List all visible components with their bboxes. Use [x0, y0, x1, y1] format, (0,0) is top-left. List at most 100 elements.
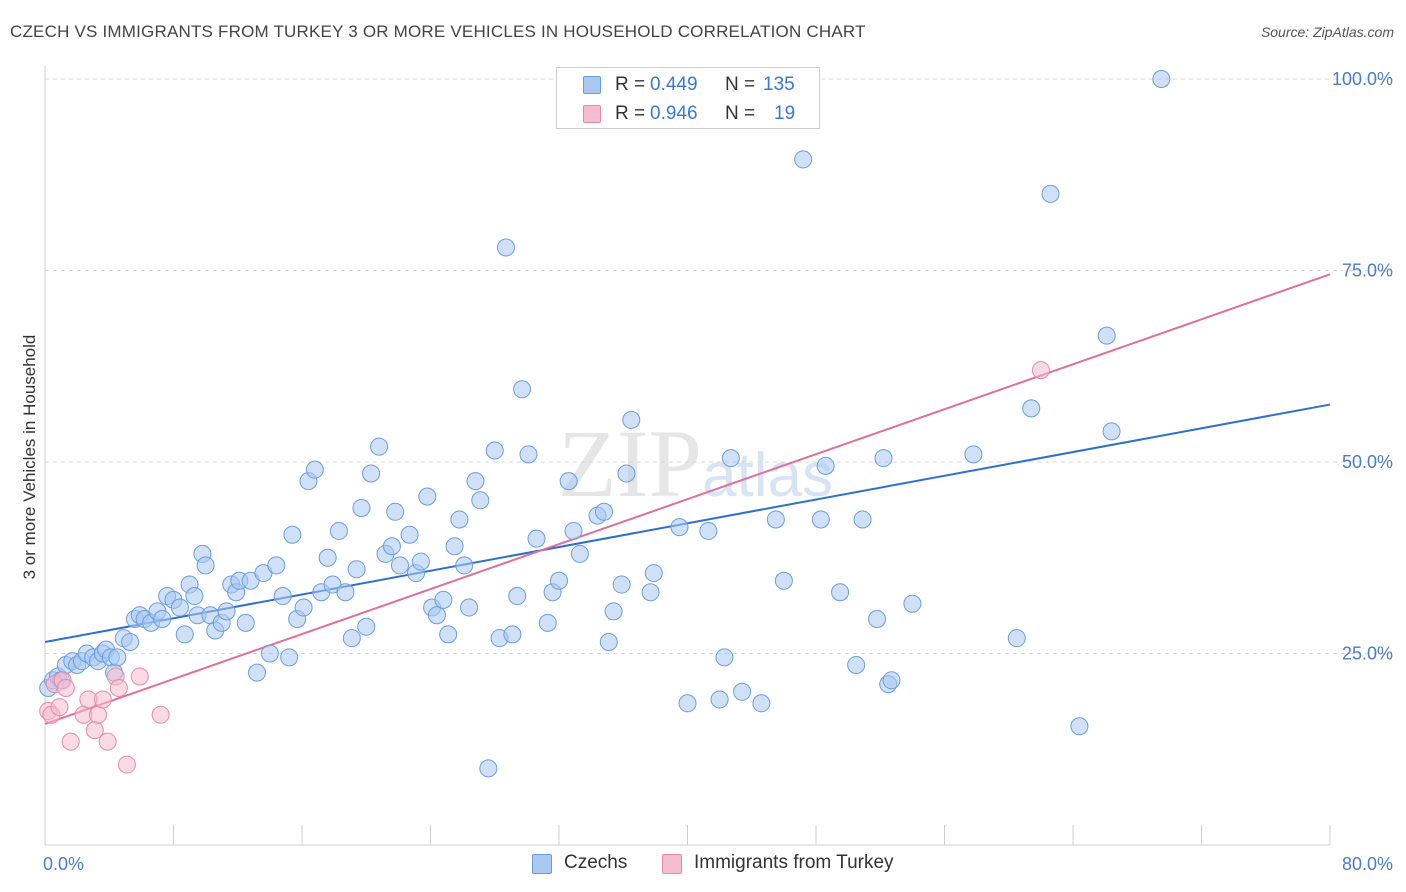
- correlation-legend: R = 0.449 N = 135 R = 0.946 N = 19: [556, 67, 820, 129]
- turkey-trend-line: [44, 273, 1331, 725]
- czechs-point: [294, 598, 313, 617]
- turkey-point: [98, 732, 117, 751]
- data-points: [39, 70, 1171, 778]
- czechs-legend-swatch: [532, 854, 552, 874]
- czechs-point: [599, 633, 618, 652]
- czechs-point: [236, 613, 255, 632]
- czechs-point: [170, 598, 189, 617]
- n-label: N =: [725, 74, 756, 95]
- turkey-point: [93, 690, 112, 709]
- czechs-point: [305, 460, 324, 479]
- czechs-point: [347, 560, 366, 579]
- turkey-point: [61, 732, 80, 751]
- czechs-point: [217, 602, 236, 621]
- y-tick-label: 50.0%: [1342, 452, 1393, 472]
- czechs-point: [450, 510, 469, 529]
- czechs-point: [559, 472, 578, 491]
- czechs-point: [283, 525, 302, 544]
- czechs-point: [715, 648, 734, 667]
- czechs-point: [196, 556, 215, 575]
- czechs-point: [400, 525, 419, 544]
- czechs-point: [670, 518, 689, 537]
- source-label: Source: ZipAtlas.com: [1260, 24, 1394, 40]
- czechs-point: [882, 671, 901, 690]
- czechs-point: [733, 682, 752, 701]
- czechs-point: [710, 690, 729, 709]
- czechs-point: [427, 606, 446, 625]
- czechs-point: [853, 510, 872, 529]
- czechs-point: [1097, 326, 1116, 345]
- czechs-point: [641, 583, 660, 602]
- r-value: 0.449: [650, 74, 698, 95]
- czechs-point: [260, 644, 279, 663]
- czechs-point: [847, 655, 866, 674]
- legend-row-turkey: R = 0.946 N = 19: [557, 99, 819, 129]
- czechs-point: [617, 464, 636, 483]
- czechs-point: [352, 498, 371, 517]
- czechs-point: [185, 587, 204, 606]
- tick-labels: 25.0% 50.0% 75.0% 100.0% 0.0% 80.0%: [43, 69, 1393, 874]
- turkey-point: [1031, 361, 1050, 380]
- czechs-point: [527, 529, 546, 548]
- czechs-point: [439, 625, 458, 644]
- czechs-point: [1007, 629, 1026, 648]
- czechs-point: [390, 556, 409, 575]
- czechs-point: [273, 587, 292, 606]
- y-tick-label: 25.0%: [1342, 644, 1393, 664]
- czechs-point: [752, 694, 771, 713]
- czechs-point: [336, 583, 355, 602]
- czechs-point: [329, 521, 348, 540]
- turkey-point: [117, 755, 136, 774]
- czechs-point: [121, 633, 140, 652]
- czechs-point: [794, 150, 813, 169]
- n-label: N =: [725, 103, 756, 124]
- turkey-point: [109, 678, 128, 697]
- czechs-point: [153, 610, 172, 629]
- czechs-point: [1070, 717, 1089, 736]
- watermark-atlas: atlas: [702, 441, 833, 510]
- axes: [44, 66, 1331, 846]
- czechs-point: [874, 449, 893, 468]
- czechs-point: [513, 380, 532, 399]
- y-tick-label: 75.0%: [1342, 261, 1393, 281]
- czechs-point: [503, 625, 522, 644]
- czechs-point: [868, 610, 887, 629]
- czechs-swatch: [583, 76, 601, 94]
- turkey-point: [130, 667, 149, 686]
- trend-lines: [44, 273, 1331, 725]
- czechs-point: [267, 556, 286, 575]
- czechs-point: [508, 587, 527, 606]
- x-tick-label: 0.0%: [43, 854, 84, 874]
- czechs-point: [479, 759, 498, 778]
- czechs-point: [766, 510, 785, 529]
- czechs-point: [471, 491, 490, 510]
- czechs-point: [774, 571, 793, 590]
- y-tick-label: 100.0%: [1332, 69, 1393, 89]
- czechs-point: [831, 583, 850, 602]
- czechs-point: [816, 456, 835, 475]
- legend-row-czechs: R = 0.449 N = 135: [557, 70, 819, 100]
- turkey-point: [56, 678, 75, 697]
- czechs-point: [622, 410, 641, 429]
- czechs-point: [362, 464, 381, 483]
- czechs-point: [721, 449, 740, 468]
- czechs-point: [418, 487, 437, 506]
- czechs-point: [699, 521, 718, 540]
- czechs-point: [466, 472, 485, 491]
- czechs-point: [678, 694, 697, 713]
- czechs-point: [496, 238, 515, 257]
- czechs-point: [550, 571, 568, 590]
- r-value: 0.946: [650, 103, 698, 124]
- czechs-point: [460, 598, 479, 617]
- turkey-point: [89, 705, 108, 724]
- czechs-point: [1022, 399, 1041, 418]
- r-label: R =: [615, 103, 646, 124]
- czechs-point: [1041, 184, 1060, 203]
- czechs-legend-label: Czechs: [564, 852, 628, 873]
- czechs-point: [811, 510, 830, 529]
- n-value: 19: [774, 103, 796, 124]
- czechs-point: [382, 537, 401, 556]
- czechs-point: [1102, 422, 1121, 441]
- czechs-point: [964, 445, 983, 464]
- turkey-legend-swatch: [662, 854, 682, 874]
